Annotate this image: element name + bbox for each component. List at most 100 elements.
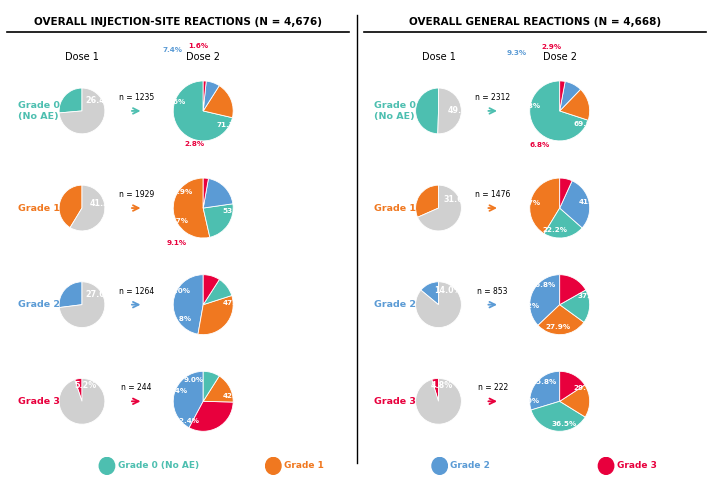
Wedge shape bbox=[173, 81, 232, 141]
Text: 31.6%: 31.6% bbox=[443, 195, 471, 204]
Wedge shape bbox=[203, 280, 232, 305]
Wedge shape bbox=[560, 385, 590, 417]
Wedge shape bbox=[189, 401, 233, 431]
Wedge shape bbox=[203, 376, 233, 402]
Text: 16.8%: 16.8% bbox=[530, 282, 556, 288]
Text: 15.8%: 15.8% bbox=[532, 379, 557, 385]
Text: Grade 3: Grade 3 bbox=[374, 397, 416, 406]
Text: n = 1929: n = 1929 bbox=[118, 190, 154, 199]
Text: 53.5%: 53.5% bbox=[223, 208, 248, 213]
Text: Grade 2: Grade 2 bbox=[451, 461, 491, 470]
Text: 9.3%: 9.3% bbox=[507, 50, 527, 57]
Wedge shape bbox=[198, 295, 233, 335]
Wedge shape bbox=[530, 275, 560, 325]
Wedge shape bbox=[560, 81, 565, 111]
Wedge shape bbox=[538, 305, 584, 335]
Text: 41.3%: 41.3% bbox=[90, 199, 118, 209]
Circle shape bbox=[598, 458, 614, 474]
Text: 17.8%: 17.8% bbox=[515, 103, 540, 108]
Text: Grade 2: Grade 2 bbox=[18, 300, 60, 309]
Wedge shape bbox=[418, 185, 461, 231]
Wedge shape bbox=[560, 89, 590, 120]
Wedge shape bbox=[203, 86, 233, 118]
Text: 16.4%: 16.4% bbox=[162, 387, 187, 394]
Text: 6.8%: 6.8% bbox=[530, 142, 550, 148]
Wedge shape bbox=[416, 88, 438, 134]
Wedge shape bbox=[59, 88, 105, 134]
Circle shape bbox=[99, 458, 115, 474]
Text: n = 1235: n = 1235 bbox=[118, 93, 154, 102]
Text: 27.9%: 27.9% bbox=[545, 324, 570, 330]
Wedge shape bbox=[173, 275, 203, 334]
Text: 49.5%: 49.5% bbox=[448, 106, 475, 115]
Text: OVERALL GENERAL REACTIONS (N = 4,668): OVERALL GENERAL REACTIONS (N = 4,668) bbox=[409, 17, 661, 27]
Text: n = 853: n = 853 bbox=[478, 287, 508, 296]
Text: Grade 1: Grade 1 bbox=[284, 461, 324, 470]
Wedge shape bbox=[203, 275, 220, 305]
Text: n = 244: n = 244 bbox=[121, 384, 151, 392]
Text: 29.7%: 29.7% bbox=[515, 200, 540, 207]
Wedge shape bbox=[203, 81, 206, 111]
Wedge shape bbox=[560, 178, 572, 208]
Text: OVERALL INJECTION-SITE REACTIONS (N = 4,676): OVERALL INJECTION-SITE REACTIONS (N = 4,… bbox=[34, 17, 322, 27]
Text: 26.4%: 26.4% bbox=[85, 96, 113, 105]
Text: 14.0%: 14.0% bbox=[434, 286, 462, 295]
Text: Grade 0 (No AE): Grade 0 (No AE) bbox=[118, 461, 199, 470]
Text: 9.0%: 9.0% bbox=[184, 377, 204, 383]
Wedge shape bbox=[431, 379, 438, 401]
Text: 47.3%: 47.3% bbox=[223, 300, 248, 306]
Wedge shape bbox=[560, 181, 590, 228]
Wedge shape bbox=[416, 379, 461, 424]
Text: Grade 0
(No AE): Grade 0 (No AE) bbox=[18, 101, 60, 121]
Wedge shape bbox=[203, 178, 233, 208]
Text: 69.9%: 69.9% bbox=[573, 121, 599, 127]
Text: 37.1%: 37.1% bbox=[577, 293, 602, 299]
Wedge shape bbox=[544, 208, 583, 238]
Circle shape bbox=[432, 458, 447, 474]
Wedge shape bbox=[59, 379, 105, 424]
Wedge shape bbox=[531, 401, 585, 431]
Text: Dose 1: Dose 1 bbox=[421, 52, 456, 62]
Wedge shape bbox=[203, 178, 208, 208]
Circle shape bbox=[266, 458, 281, 474]
Wedge shape bbox=[421, 282, 438, 305]
Wedge shape bbox=[560, 371, 585, 401]
Text: Grade 1: Grade 1 bbox=[374, 204, 416, 212]
Text: 7.4%: 7.4% bbox=[163, 47, 183, 53]
Text: Dose 1: Dose 1 bbox=[65, 52, 99, 62]
Text: Grade 2: Grade 2 bbox=[374, 300, 416, 309]
Text: n = 222: n = 222 bbox=[478, 384, 508, 392]
Text: 71.3%: 71.3% bbox=[216, 122, 241, 128]
Text: 1.6%: 1.6% bbox=[188, 43, 209, 49]
Text: 2.8%: 2.8% bbox=[185, 141, 205, 147]
Text: 19.9%: 19.9% bbox=[168, 189, 193, 195]
Text: 11.0%: 11.0% bbox=[165, 288, 190, 294]
Text: 32.4%: 32.4% bbox=[175, 418, 200, 423]
Text: 32.8%: 32.8% bbox=[166, 317, 191, 322]
Text: Grade 1: Grade 1 bbox=[18, 204, 60, 212]
Wedge shape bbox=[416, 185, 438, 217]
Text: 41.3%: 41.3% bbox=[578, 199, 603, 205]
Wedge shape bbox=[59, 185, 82, 228]
Text: n = 1476: n = 1476 bbox=[475, 190, 511, 199]
Wedge shape bbox=[75, 379, 82, 401]
Wedge shape bbox=[173, 178, 210, 238]
Text: n = 1264: n = 1264 bbox=[118, 287, 154, 296]
Wedge shape bbox=[530, 178, 560, 234]
Text: 27.0%: 27.0% bbox=[85, 290, 113, 299]
Wedge shape bbox=[560, 290, 590, 322]
Text: 18.2%: 18.2% bbox=[515, 303, 540, 309]
Wedge shape bbox=[416, 282, 461, 327]
Text: n = 2312: n = 2312 bbox=[475, 93, 511, 102]
Text: Dose 2: Dose 2 bbox=[543, 52, 577, 62]
Text: 36.5%: 36.5% bbox=[551, 421, 577, 426]
Text: 9.1%: 9.1% bbox=[167, 240, 187, 246]
Wedge shape bbox=[173, 371, 203, 428]
Wedge shape bbox=[560, 275, 586, 305]
Wedge shape bbox=[59, 282, 82, 308]
Text: 4.8%: 4.8% bbox=[431, 381, 453, 390]
Wedge shape bbox=[203, 371, 220, 401]
Wedge shape bbox=[203, 81, 220, 111]
Wedge shape bbox=[438, 88, 461, 134]
Text: Grade 3: Grade 3 bbox=[617, 461, 657, 470]
